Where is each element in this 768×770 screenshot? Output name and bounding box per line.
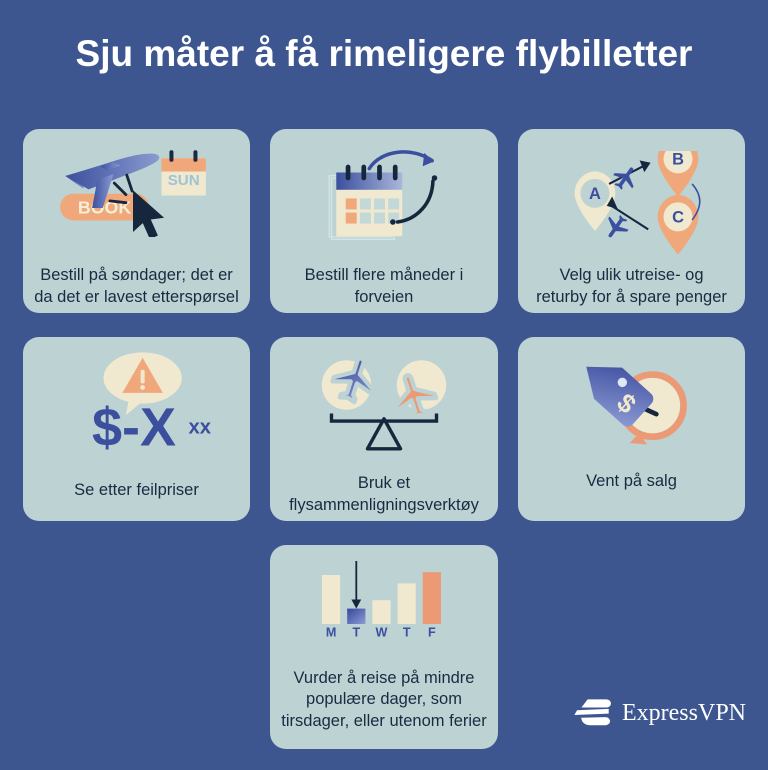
- svg-text:T: T: [403, 626, 411, 640]
- svg-text:xx: xx: [189, 416, 212, 438]
- svg-text:B: B: [672, 151, 684, 169]
- svg-text:$-X: $-X: [92, 398, 176, 458]
- svg-text:C: C: [672, 209, 684, 227]
- svg-text:A: A: [589, 185, 601, 203]
- svg-text:T: T: [352, 626, 360, 640]
- svg-text:F: F: [428, 626, 436, 640]
- svg-text:SUN: SUN: [168, 172, 200, 189]
- svg-text:W: W: [376, 626, 388, 640]
- svg-text:M: M: [326, 626, 337, 640]
